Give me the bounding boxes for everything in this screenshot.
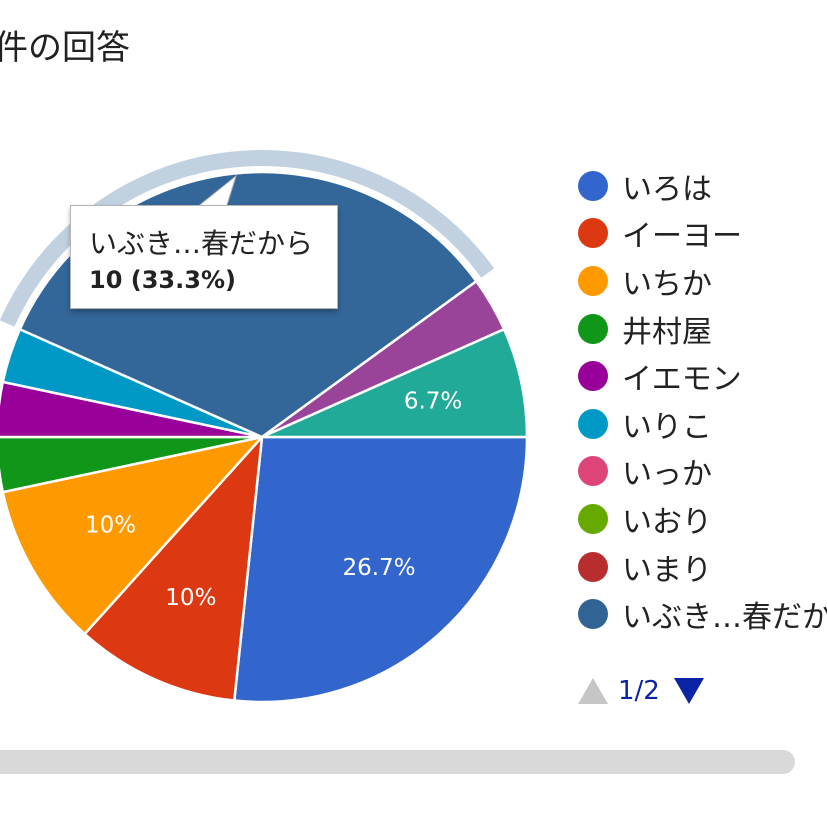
triangle-up-icon[interactable] [578, 678, 608, 704]
legend-color-dot [578, 551, 608, 582]
legend-label: いちか [622, 266, 712, 302]
legend-color-dot [578, 313, 608, 344]
legend-item[interactable]: いっか [578, 448, 827, 496]
slice-highlight-ring [0, 150, 495, 327]
legend-item[interactable]: 井村屋 [578, 305, 827, 353]
legend-color-dot [578, 599, 608, 630]
legend-item[interactable]: イーヨー [578, 210, 827, 258]
responses-header: 件の回答 [0, 28, 130, 68]
slice-percent-label: 26.7% [342, 555, 415, 581]
legend-item[interactable]: いりこ [578, 400, 827, 448]
legend-item[interactable]: いぶき…春だから [578, 590, 827, 638]
legend-color-dot [578, 265, 608, 296]
legend-item[interactable]: イエモン [578, 352, 827, 400]
horizontal-scrollbar[interactable] [0, 750, 795, 774]
pager-text: 1/2 [618, 676, 660, 706]
legend-pager: 1/2 [578, 676, 704, 706]
legend-color-dot [578, 361, 608, 392]
legend-label: いぶき…春だから [622, 600, 827, 636]
pie-slice[interactable] [232, 435, 529, 704]
legend-label: イーヨー [622, 219, 742, 255]
legend-item[interactable]: いおり [578, 495, 827, 543]
slice-percent-label: 6.7% [404, 389, 462, 415]
legend-label: 井村屋 [622, 314, 712, 350]
pie-slice[interactable] [82, 433, 264, 702]
triangle-down-icon[interactable] [673, 678, 704, 704]
legend-label: いまり [622, 552, 712, 588]
legend-label: いおり [622, 504, 712, 540]
tooltip-value: 10 (33.3%) [89, 266, 236, 294]
legend-item[interactable]: いろは [578, 162, 827, 210]
legend-color-dot [578, 170, 608, 201]
slice-percent-label: 10% [85, 512, 136, 538]
legend-item[interactable]: いちか [578, 257, 827, 305]
legend-color-dot [578, 456, 608, 487]
slice-percent-label: 10% [165, 585, 216, 611]
chart-tooltip: いぶき…春だから 10 (33.3%) [70, 205, 338, 309]
legend-item[interactable]: いまり [578, 543, 827, 591]
pie-slice[interactable] [261, 327, 529, 439]
tooltip-label: いぶき…春だから [89, 227, 314, 260]
pie-slice[interactable] [0, 435, 263, 494]
legend-label: いろは [622, 171, 712, 207]
legend-color-dot [578, 408, 608, 439]
legend-color-dot [578, 218, 608, 249]
legend-color-dot [578, 503, 608, 534]
legend-label: イエモン [622, 362, 742, 398]
legend-label: いりこ [622, 409, 712, 445]
pie-slice[interactable] [1, 434, 266, 636]
legend-label: いっか [622, 457, 712, 493]
